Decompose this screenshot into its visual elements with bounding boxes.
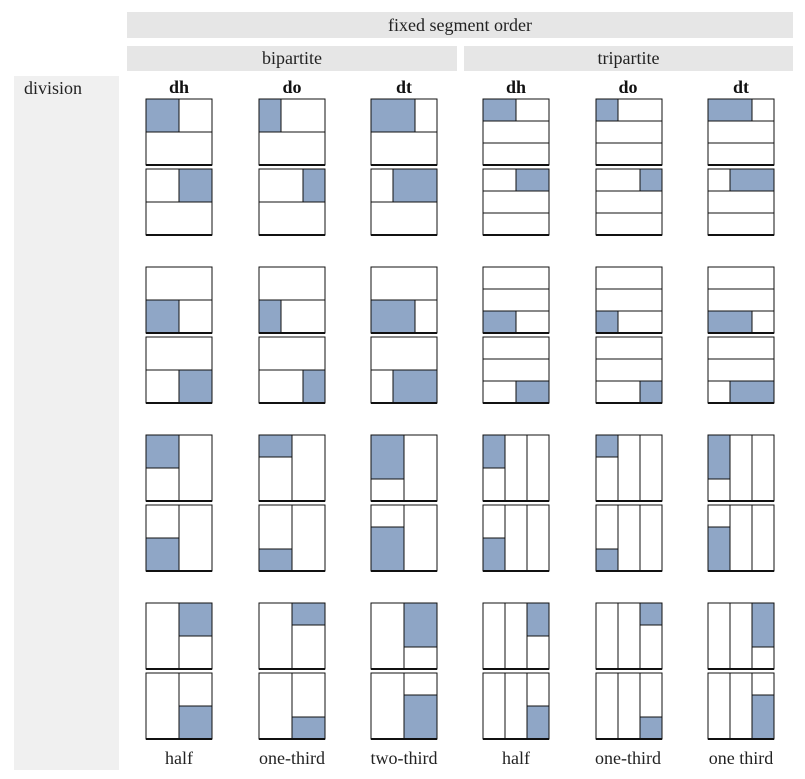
- shaded-portion-r5-c0: [146, 538, 179, 571]
- shaded-portion-r7-c2: [404, 694, 437, 739]
- group-label-tripartite: tripartite: [597, 48, 660, 68]
- group-header-bipartite: bipartite: [127, 46, 457, 71]
- shaded-portion-r7-c5: [752, 694, 774, 739]
- column-head-4: do: [618, 77, 638, 97]
- column-foot-3: half: [502, 748, 530, 768]
- column-head-3: dh: [505, 77, 527, 97]
- shaded-portion-r5-c1: [259, 549, 292, 571]
- column-head-5: dt: [732, 77, 749, 97]
- shaded-portion-r0-c3: [483, 99, 516, 121]
- shaded-portion-r1-c3: [516, 169, 549, 191]
- shaded-portion-r3-c1: [303, 370, 325, 403]
- header-title-text: fixed segment order: [388, 14, 532, 35]
- shaded-portion-r3-c0: [179, 370, 212, 403]
- shaded-portion-r6-c2: [404, 603, 437, 648]
- shaded-portion-r2-c3: [483, 311, 516, 333]
- column-head-0: dh: [168, 77, 190, 97]
- shaded-portion-r3-c3: [516, 381, 549, 403]
- column-foot-2: two-third: [370, 748, 438, 768]
- shaded-portion-r5-c5: [708, 526, 730, 571]
- shaded-portion-r2-c4: [596, 311, 618, 333]
- shaded-portion-r4-c5: [708, 435, 730, 480]
- shaded-portion-r4-c0: [146, 435, 179, 468]
- column-foot-5: one third: [708, 748, 774, 768]
- shaded-portion-r6-c3: [527, 603, 549, 636]
- shaded-portion-r6-c4: [640, 603, 662, 625]
- shaded-portion-r2-c2: [371, 300, 416, 333]
- row-label-panel: [14, 76, 119, 770]
- shaded-portion-r0-c5: [708, 99, 753, 121]
- column-foot-0: half: [165, 748, 193, 768]
- shaded-portion-r3-c4: [640, 381, 662, 403]
- group-label-bipartite: bipartite: [262, 48, 322, 68]
- shaded-portion-r7-c0: [179, 706, 212, 739]
- shaded-portion-r3-c5: [729, 381, 774, 403]
- header-title: fixed segment order: [127, 12, 793, 38]
- shaded-portion-r7-c1: [292, 717, 325, 739]
- shaded-portion-r0-c0: [146, 99, 179, 132]
- shaded-portion-r5-c3: [483, 538, 505, 571]
- shaded-portion-r1-c4: [640, 169, 662, 191]
- shaded-portion-r4-c3: [483, 435, 505, 468]
- shaded-portion-r6-c5: [752, 603, 774, 648]
- column-foot-1: one-third: [259, 748, 325, 768]
- group-header-tripartite: tripartite: [464, 46, 793, 71]
- column-foot-4: one-third: [595, 748, 661, 768]
- shaded-portion-r4-c1: [259, 435, 292, 457]
- row-label-division: division: [24, 78, 83, 98]
- shaded-portion-r2-c5: [708, 311, 753, 333]
- shaded-portion-r1-c1: [303, 169, 325, 202]
- shaded-portion-r1-c0: [179, 169, 212, 202]
- shaded-portion-r6-c1: [292, 603, 325, 625]
- shaded-portion-r1-c5: [729, 169, 774, 191]
- shaded-portion-r1-c2: [392, 169, 437, 202]
- shaded-portion-r4-c4: [596, 435, 618, 457]
- shaded-portion-r2-c1: [259, 300, 281, 333]
- shaded-portion-r4-c2: [371, 435, 404, 480]
- shaded-portion-r5-c2: [371, 526, 404, 571]
- shaded-portion-r0-c1: [259, 99, 281, 132]
- shaded-portion-r0-c4: [596, 99, 618, 121]
- shaded-portion-r3-c2: [392, 370, 437, 403]
- shaded-portion-r2-c0: [146, 300, 179, 333]
- shaded-portion-r7-c3: [527, 706, 549, 739]
- shaded-portion-r0-c2: [371, 99, 416, 132]
- shaded-portion-r5-c4: [596, 549, 618, 571]
- shaded-portion-r7-c4: [640, 717, 662, 739]
- shaded-portion-r6-c0: [179, 603, 212, 636]
- column-head-2: dt: [395, 77, 412, 97]
- column-head-1: do: [282, 77, 302, 97]
